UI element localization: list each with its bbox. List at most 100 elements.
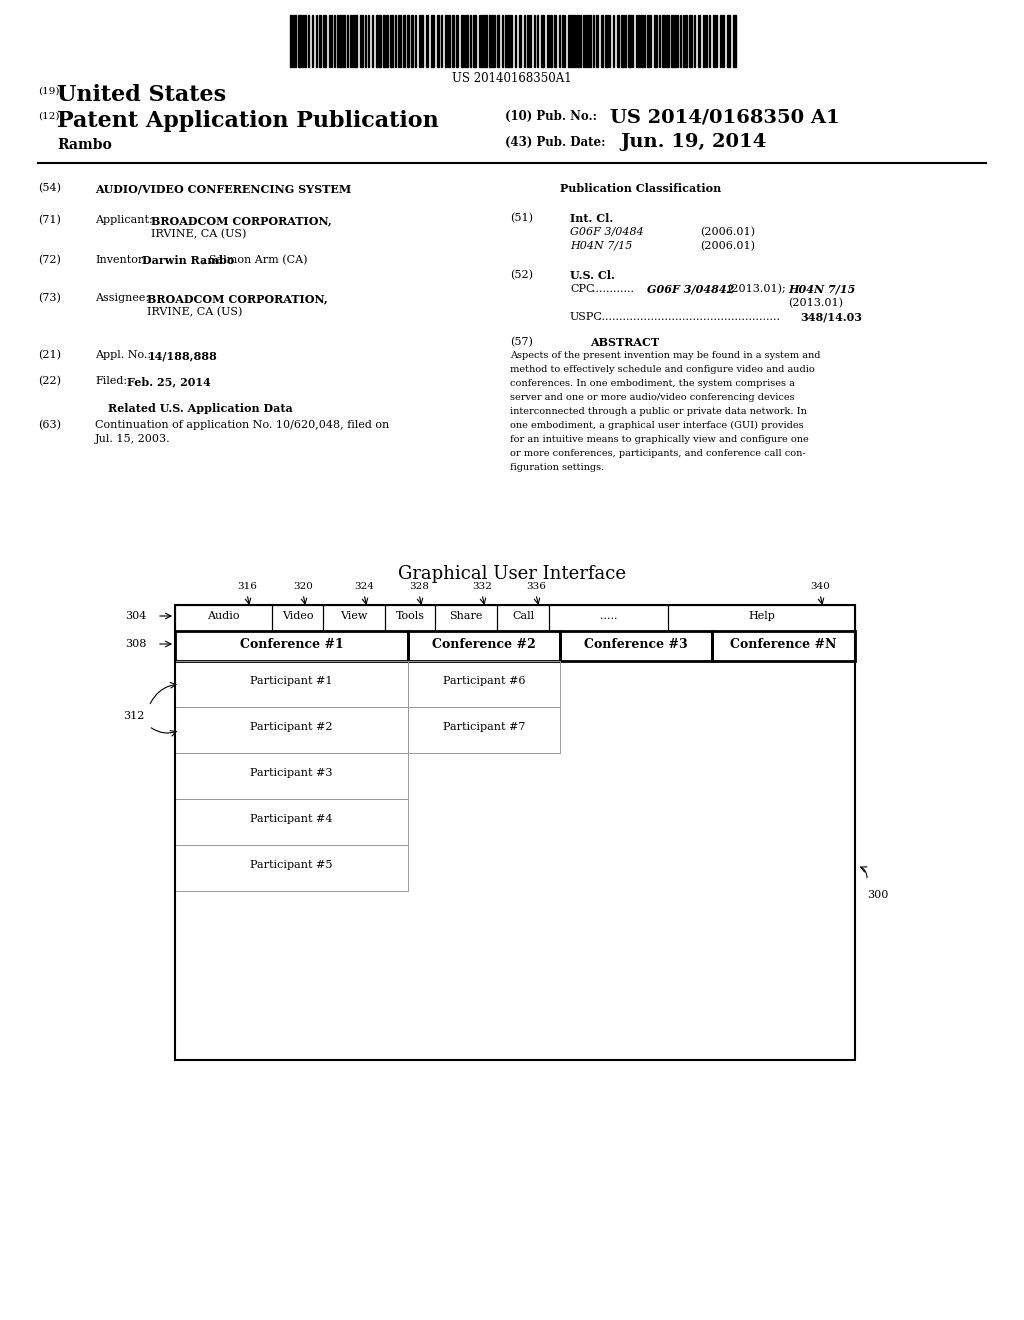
Bar	[689, 15, 692, 67]
Text: 300: 300	[867, 891, 889, 900]
Bar	[713, 15, 715, 67]
Bar	[489, 15, 492, 67]
Text: Rambo: Rambo	[57, 139, 112, 152]
Bar	[621, 15, 624, 67]
Text: (73): (73)	[38, 293, 60, 304]
Text: Graphical User Interface: Graphical User Interface	[398, 565, 626, 583]
Bar	[290, 15, 293, 67]
Bar	[272, 605, 323, 631]
Text: BROADCOM CORPORATION,: BROADCOM CORPORATION,	[151, 215, 332, 226]
Bar	[698, 15, 700, 67]
Bar	[419, 15, 421, 67]
Text: Participant #2: Participant #2	[250, 722, 333, 733]
Text: IRVINE, CA (US): IRVINE, CA (US)	[147, 308, 243, 317]
Text: Int. Cl.: Int. Cl.	[570, 213, 613, 224]
Text: BROADCOM CORPORATION,: BROADCOM CORPORATION,	[147, 293, 328, 304]
Text: View: View	[340, 611, 368, 620]
Text: United States: United States	[57, 84, 226, 106]
Bar	[354, 15, 357, 67]
Text: U.S. Cl.: U.S. Cl.	[570, 271, 614, 281]
Bar	[379, 15, 381, 67]
Text: Jun. 19, 2014: Jun. 19, 2014	[620, 133, 766, 150]
Bar	[554, 15, 556, 67]
Text: G06F 3/0484: G06F 3/0484	[570, 227, 644, 238]
Text: (57): (57)	[510, 337, 532, 347]
Text: 308: 308	[126, 639, 147, 649]
Text: (12): (12)	[38, 112, 59, 121]
Bar	[674, 15, 676, 67]
Bar	[617, 15, 618, 67]
Text: G06F 3/04842: G06F 3/04842	[647, 284, 734, 294]
Bar	[408, 708, 560, 752]
Text: Darwin Rambo: Darwin Rambo	[142, 255, 234, 267]
Bar	[376, 15, 378, 67]
Text: or more conferences, participants, and conference call con-: or more conferences, participants, and c…	[510, 449, 806, 458]
Bar	[175, 605, 272, 631]
Text: , Salmon Arm (CA): , Salmon Arm (CA)	[202, 255, 307, 265]
Bar	[541, 15, 544, 67]
Bar	[465, 15, 468, 67]
Text: ............: ............	[592, 284, 634, 294]
Bar	[175, 708, 408, 752]
Text: (52): (52)	[510, 271, 534, 280]
Text: 328: 328	[409, 582, 429, 591]
Bar	[343, 15, 345, 67]
Text: Participant #4: Participant #4	[250, 814, 333, 824]
Text: 14/188,888: 14/188,888	[148, 350, 218, 360]
Bar	[390, 15, 393, 67]
Bar	[175, 845, 408, 891]
Bar	[519, 15, 521, 67]
Text: (51): (51)	[510, 213, 534, 223]
Text: Participant #6: Participant #6	[442, 676, 525, 686]
Text: IRVINE, CA (US): IRVINE, CA (US)	[151, 228, 247, 239]
Bar	[712, 631, 855, 661]
Text: (71): (71)	[38, 215, 60, 226]
Text: Filed:: Filed:	[95, 376, 127, 385]
Text: (43) Pub. Date:: (43) Pub. Date:	[505, 136, 605, 149]
Text: Tools: Tools	[395, 611, 425, 620]
Text: (19): (19)	[38, 87, 59, 96]
Text: ....................................................: ........................................…	[598, 312, 780, 322]
Bar	[671, 15, 673, 67]
Bar	[383, 15, 385, 67]
Text: 348/14.03: 348/14.03	[800, 312, 862, 323]
Text: (2013.01);: (2013.01);	[727, 284, 785, 294]
Text: US 20140168350A1: US 20140168350A1	[453, 73, 571, 84]
Bar	[722, 15, 724, 67]
Bar	[385, 605, 435, 631]
Text: one embodiment, a graphical user interface (GUI) provides: one embodiment, a graphical user interfa…	[510, 421, 804, 430]
Bar	[426, 15, 428, 67]
Text: AUDIO/VIDEO CONFERENCING SYSTEM: AUDIO/VIDEO CONFERENCING SYSTEM	[95, 183, 351, 194]
Bar	[628, 15, 631, 67]
Text: Related U.S. Application Data: Related U.S. Application Data	[108, 403, 293, 414]
Text: 332: 332	[472, 582, 492, 591]
Bar	[319, 15, 321, 67]
Bar	[507, 15, 510, 67]
Bar	[647, 15, 649, 67]
Text: ABSTRACT: ABSTRACT	[590, 337, 659, 348]
Bar	[727, 15, 730, 67]
Text: Conference #3: Conference #3	[584, 638, 688, 651]
Bar	[456, 15, 458, 67]
Bar	[304, 15, 306, 67]
Bar	[549, 605, 668, 631]
Text: 336: 336	[526, 582, 546, 591]
Bar	[568, 15, 570, 67]
Text: (72): (72)	[38, 255, 60, 265]
Bar	[605, 15, 608, 67]
Bar	[294, 15, 296, 67]
Text: 324: 324	[354, 582, 374, 591]
Text: server and one or more audio/video conferencing devices: server and one or more audio/video confe…	[510, 393, 795, 403]
Text: 304: 304	[126, 611, 147, 620]
Bar	[571, 15, 573, 67]
Bar	[484, 15, 487, 67]
Bar	[408, 631, 560, 661]
Bar	[175, 631, 408, 661]
Bar	[339, 15, 342, 67]
Text: (22): (22)	[38, 376, 61, 387]
Bar	[529, 15, 531, 67]
Text: method to effectively schedule and configure video and audio: method to effectively schedule and confi…	[510, 366, 815, 374]
Text: Appl. No.:: Appl. No.:	[95, 350, 152, 360]
Bar	[411, 15, 413, 67]
Text: conferences. In one embodiment, the system comprises a: conferences. In one embodiment, the syst…	[510, 379, 795, 388]
